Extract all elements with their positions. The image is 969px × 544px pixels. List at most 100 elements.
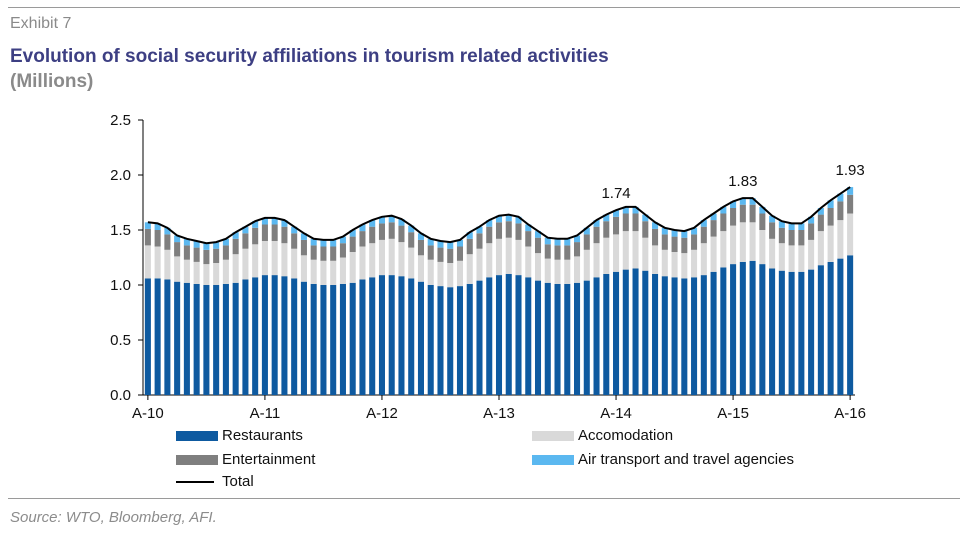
bar-segment-restaurants bbox=[554, 283, 561, 395]
bar-segment-air-transport-and-travel-agencies bbox=[242, 226, 249, 234]
bar-segment-accomodation bbox=[739, 222, 746, 262]
bar-segment-restaurants bbox=[359, 279, 366, 395]
bar-segment-air-transport-and-travel-agencies bbox=[515, 216, 522, 224]
top-rule bbox=[8, 7, 960, 8]
bar-segment-restaurants bbox=[203, 285, 210, 395]
bar-segment-entertainment bbox=[408, 232, 415, 248]
exhibit-label: Exhibit 7 bbox=[10, 15, 72, 32]
bar-segment-restaurants bbox=[759, 264, 766, 395]
bar-segment-air-transport-and-travel-agencies bbox=[349, 230, 356, 237]
total-line-swatch bbox=[176, 480, 214, 483]
bar-segment-entertainment bbox=[495, 222, 503, 239]
bar-segment-accomodation bbox=[154, 246, 161, 279]
bar-segment-restaurants bbox=[339, 283, 346, 395]
bar-segment-entertainment bbox=[300, 239, 307, 256]
bar-segment-air-transport-and-travel-agencies bbox=[720, 206, 727, 214]
bar-segment-restaurants bbox=[486, 277, 493, 395]
bar-segment-air-transport-and-travel-agencies bbox=[320, 239, 327, 247]
bar-segment-entertainment bbox=[447, 248, 454, 263]
bar-segment-accomodation bbox=[661, 249, 668, 277]
bar-segment-air-transport-and-travel-agencies bbox=[339, 236, 346, 244]
bar-segment-entertainment bbox=[437, 247, 444, 262]
legend-item-total: Total bbox=[176, 473, 254, 490]
bar-segment-accomodation bbox=[574, 256, 581, 283]
bar-segment-entertainment bbox=[271, 224, 278, 241]
bar-segment-restaurants bbox=[671, 277, 678, 395]
bar-segment-entertainment bbox=[564, 245, 571, 260]
bar-segment-entertainment bbox=[788, 230, 795, 246]
bar-segment-entertainment bbox=[349, 236, 356, 252]
bar-segment-accomodation bbox=[564, 259, 571, 284]
bar-segment-entertainment bbox=[730, 208, 737, 226]
bar-segment-accomodation bbox=[700, 243, 707, 276]
bar-segment-air-transport-and-travel-agencies bbox=[213, 242, 220, 249]
bar-segment-restaurants bbox=[847, 255, 854, 395]
bar-segment-restaurants bbox=[593, 277, 600, 395]
bar-segment-accomodation bbox=[447, 263, 454, 288]
bar-segment-restaurants bbox=[222, 283, 229, 395]
bar-segment-entertainment bbox=[613, 216, 620, 235]
x-tick-label: A-14 bbox=[600, 405, 632, 422]
bar-segment-air-transport-and-travel-agencies bbox=[759, 206, 766, 214]
bar-segment-air-transport-and-travel-agencies bbox=[330, 239, 337, 247]
bar-segment-restaurants bbox=[456, 286, 464, 395]
y-tick-label: 2.5 bbox=[110, 112, 131, 129]
bar-segment-restaurants bbox=[261, 275, 268, 395]
bar-segment-restaurants bbox=[574, 282, 581, 395]
bar-segment-restaurants bbox=[525, 277, 532, 395]
bar-segment-restaurants bbox=[808, 269, 815, 395]
bar-segment-entertainment bbox=[330, 246, 337, 261]
bar-segment-accomodation bbox=[720, 231, 727, 268]
bar-segment-entertainment bbox=[359, 231, 366, 247]
bar-segment-air-transport-and-travel-agencies bbox=[144, 222, 151, 229]
bar-segment-air-transport-and-travel-agencies bbox=[525, 224, 532, 232]
bar-segment-entertainment bbox=[671, 236, 678, 252]
bar-segment-restaurants bbox=[437, 286, 444, 395]
bar-segment-air-transport-and-travel-agencies bbox=[388, 215, 395, 223]
bar-segment-restaurants bbox=[827, 261, 834, 395]
bar-segment-accomodation bbox=[671, 252, 678, 278]
bar-segment-entertainment bbox=[144, 228, 151, 246]
bar-segment-air-transport-and-travel-agencies bbox=[291, 226, 298, 234]
bar-segment-air-transport-and-travel-agencies bbox=[222, 238, 229, 246]
bar-segment-restaurants bbox=[310, 283, 317, 395]
bar-segment-air-transport-and-travel-agencies bbox=[281, 220, 288, 227]
bar-segment-accomodation bbox=[242, 248, 249, 280]
bar-segment-entertainment bbox=[593, 226, 600, 244]
bar-segment-restaurants bbox=[515, 275, 522, 395]
bar-segment-accomodation bbox=[349, 252, 356, 283]
bar-segment-air-transport-and-travel-agencies bbox=[613, 210, 620, 217]
bar-segment-accomodation bbox=[281, 243, 288, 277]
bar-segment-restaurants bbox=[154, 278, 161, 395]
bar-segment-air-transport-and-travel-agencies bbox=[232, 232, 239, 239]
bar-segment-accomodation bbox=[408, 247, 415, 279]
bar-segment-restaurants bbox=[193, 283, 200, 395]
bar-segment-entertainment bbox=[525, 231, 532, 247]
bar-segment-accomodation bbox=[271, 241, 278, 276]
bar-segment-accomodation bbox=[456, 260, 464, 287]
bar-segment-air-transport-and-travel-agencies bbox=[622, 206, 629, 214]
bar-segment-entertainment bbox=[710, 220, 717, 237]
bar-segment-restaurants bbox=[398, 276, 405, 395]
bar-segment-entertainment bbox=[808, 223, 815, 240]
bar-segment-air-transport-and-travel-agencies bbox=[808, 216, 815, 224]
bar-segment-air-transport-and-travel-agencies bbox=[495, 215, 503, 223]
bar-segment-entertainment bbox=[164, 234, 171, 250]
bar-segment-entertainment bbox=[203, 249, 210, 265]
y-tick-label: 0.5 bbox=[110, 332, 131, 349]
bar-segment-air-transport-and-travel-agencies bbox=[261, 217, 268, 225]
bar-segment-accomodation bbox=[300, 255, 307, 282]
bar-segment-restaurants bbox=[837, 258, 844, 395]
bar-segment-air-transport-and-travel-agencies bbox=[193, 241, 200, 248]
bar-segment-entertainment bbox=[320, 246, 327, 261]
bar-segment-air-transport-and-travel-agencies bbox=[632, 206, 639, 214]
bottom-rule bbox=[8, 498, 960, 499]
bar-segment-air-transport-and-travel-agencies bbox=[817, 208, 824, 215]
bar-segment-restaurants bbox=[798, 271, 805, 395]
bar-segment-restaurants bbox=[213, 285, 220, 395]
bar-segment-air-transport-and-travel-agencies bbox=[769, 215, 776, 223]
bar-segment-air-transport-and-travel-agencies bbox=[652, 222, 659, 229]
bar-segment-accomodation bbox=[749, 222, 756, 261]
bar-segment-entertainment bbox=[213, 248, 220, 263]
